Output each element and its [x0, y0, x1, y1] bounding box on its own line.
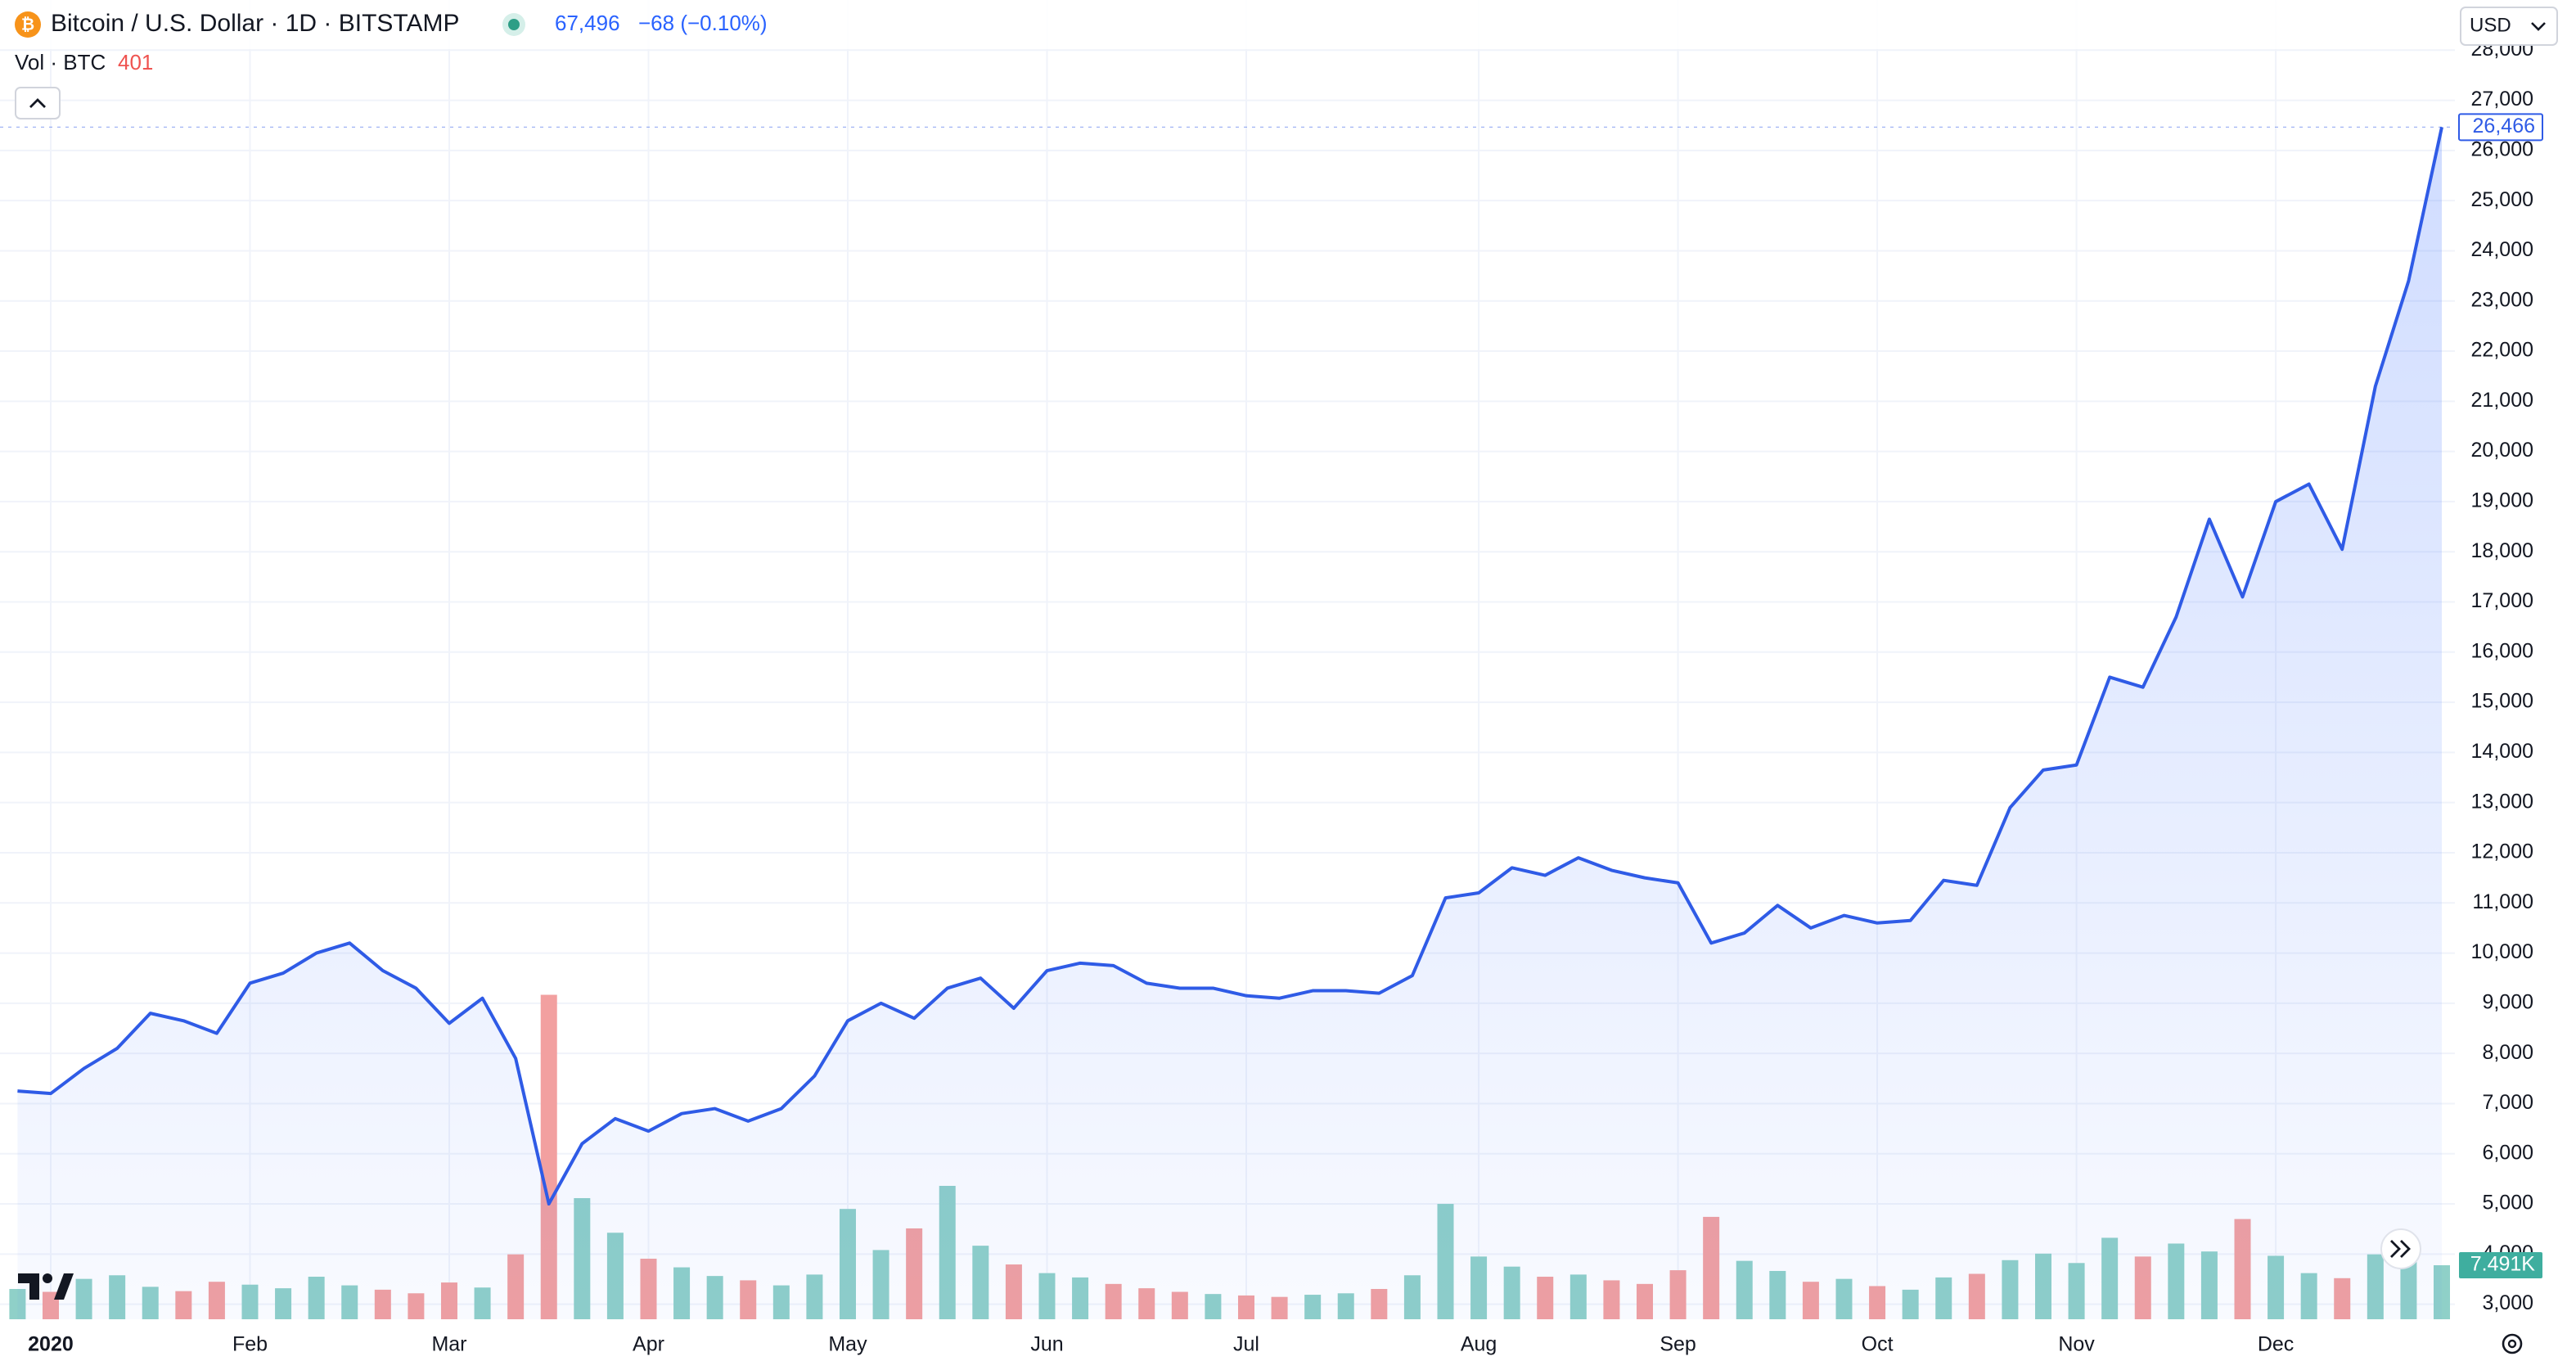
y-tick-label: 7,000 [2482, 1091, 2533, 1114]
y-tick-label: 3,000 [2482, 1291, 2533, 1314]
y-tick-label: 10,000 [2471, 940, 2533, 963]
market-status-dot [508, 19, 520, 30]
y-tick-label: 17,000 [2471, 589, 2533, 612]
collapse-icon [29, 98, 46, 108]
volume-title: Vol · BTC [15, 50, 106, 74]
y-tick-label: 20,000 [2471, 439, 2533, 462]
x-tick-label: Aug [1461, 1333, 1497, 1356]
y-tick-label: 23,000 [2471, 288, 2533, 311]
y-tick-label: 8,000 [2482, 1041, 2533, 1064]
y-tick-label: 6,000 [2482, 1141, 2533, 1164]
x-tick-label: Sep [1660, 1333, 1696, 1356]
x-tick-label: Dec [2258, 1333, 2294, 1356]
y-tick-label: 24,000 [2471, 238, 2533, 261]
last-volume-label: 7.491K [2470, 1253, 2536, 1276]
scroll-icon [2390, 1240, 2411, 1258]
symbol-icon [15, 11, 41, 38]
symbol-icon-glyph: ₿ [21, 16, 34, 34]
y-tick-label: 15,000 [2471, 690, 2533, 713]
y-tick-label: 11,000 [2472, 890, 2533, 913]
y-tick-label: 27,000 [2471, 88, 2533, 110]
x-tick-label: Jul [1233, 1333, 1259, 1356]
y-tick-label: 26,000 [2471, 137, 2533, 160]
x-tick-label: Jun [1030, 1333, 1063, 1356]
price-line [17, 126, 2443, 1206]
y-tick-label: 13,000 [2471, 790, 2533, 813]
currency-caret [2531, 22, 2546, 31]
x-tick-label: May [828, 1333, 867, 1356]
logo-part [43, 1273, 52, 1283]
last-volume-badge [2459, 1252, 2542, 1278]
currency-label: USD [2470, 14, 2511, 36]
currency-selector[interactable] [2460, 7, 2558, 46]
x-tick-label: Feb [232, 1333, 268, 1356]
y-tick-label: 21,000 [2471, 389, 2533, 412]
y-tick-label: 16,000 [2471, 639, 2533, 662]
x-tick-label: Apr [633, 1333, 664, 1356]
settings-icon [2507, 1339, 2517, 1349]
y-tick-label: 9,000 [2482, 990, 2533, 1013]
symbol-title: Bitcoin / U.S. Dollar · 1D · BITSTAMP [51, 10, 460, 37]
x-tick-label: 2020 [28, 1333, 74, 1356]
y-tick-label: 25,000 [2471, 188, 2533, 211]
header-bg [0, 0, 2455, 49]
logo-part [54, 1273, 74, 1300]
price-area [17, 127, 2443, 1319]
y-tick-label: 19,000 [2471, 489, 2533, 512]
last-price: 67,496 [555, 11, 620, 35]
y-tick-label: 12,000 [2471, 840, 2533, 863]
y-tick-label: 5,000 [2482, 1192, 2533, 1215]
volume-value: 401 [118, 50, 153, 74]
scroll-to-realtime[interactable] [2380, 1228, 2421, 1269]
last-price-label: 26,466 [2473, 115, 2535, 137]
settings-button[interactable] [2502, 1333, 2523, 1354]
x-tick-label: Nov [2058, 1333, 2095, 1356]
x-tick-label: Oct [1862, 1333, 1894, 1356]
price-change: −68 (−0.10%) [638, 11, 768, 35]
logo-part [18, 1273, 39, 1300]
y-tick-label: 18,000 [2471, 539, 2533, 562]
price-layer [17, 126, 2443, 1319]
tradingview-logo[interactable] [18, 1273, 74, 1300]
axes: 3,0004,0005,0006,0007,0008,0009,00010,00… [0, 38, 2543, 1356]
y-tick-label: 14,000 [2471, 740, 2533, 763]
x-tick-label: Mar [431, 1333, 466, 1356]
collapse-button[interactable] [15, 87, 61, 119]
y-tick-label: 22,000 [2471, 339, 2533, 362]
last-price-badge [2458, 113, 2543, 142]
